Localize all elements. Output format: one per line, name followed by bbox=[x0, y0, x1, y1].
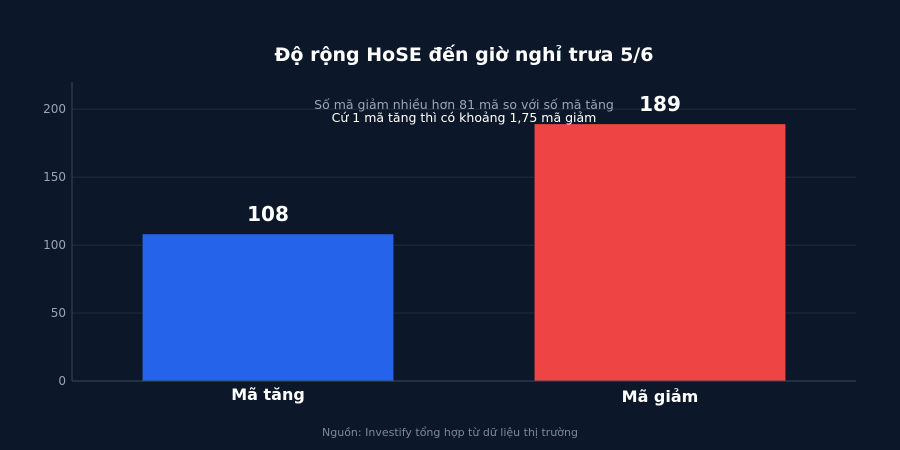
bar bbox=[142, 234, 394, 381]
source-note: Nguồn: Investify tổng hợp từ dữ liệu thị… bbox=[322, 426, 578, 439]
y-tick-label: 200 bbox=[43, 102, 66, 116]
x-category-label: Mã tăng bbox=[231, 385, 305, 404]
annotation-ratio: Cứ 1 mã tăng thì có khoảng 1,75 mã giảm bbox=[332, 110, 597, 125]
bar-value-label: 189 bbox=[639, 92, 681, 116]
y-tick-label: 50 bbox=[51, 306, 66, 320]
bar-value-label: 108 bbox=[247, 202, 289, 226]
x-category-label: Mã giảm bbox=[622, 387, 699, 406]
y-tick-label: 0 bbox=[58, 374, 66, 388]
annotation-difference: Số mã giảm nhiều hơn 81 mã so với số mã … bbox=[314, 97, 614, 112]
bar bbox=[534, 124, 786, 381]
bar-layer: 108 Mã tăng 189 Mã giảm bbox=[142, 92, 786, 406]
chart-title: Độ rộng HoSE đến giờ nghỉ trưa 5/6 bbox=[275, 43, 654, 66]
y-tick-label: 100 bbox=[43, 238, 66, 252]
y-tick-label: 150 bbox=[43, 170, 66, 184]
